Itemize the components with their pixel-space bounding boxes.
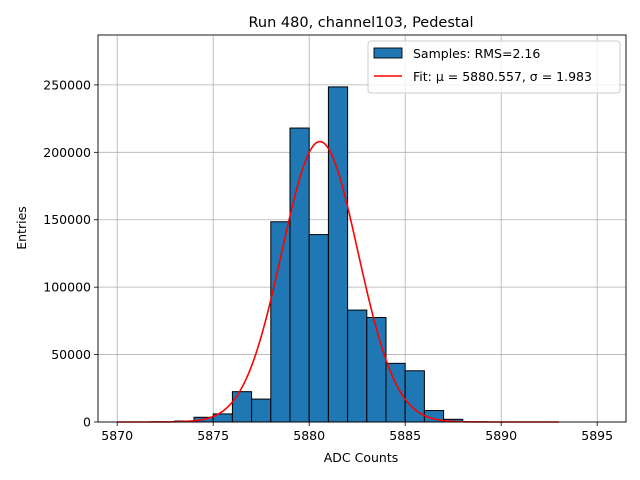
chart-title: Run 480, channel103, Pedestal: [248, 15, 473, 31]
x-tick-label: 5875: [197, 428, 229, 443]
histogram-bar: [251, 398, 272, 423]
histogram-bar: [289, 127, 310, 423]
x-axis-ticks: 5870 5875 5880 5885 5890 5895: [101, 422, 613, 443]
x-tick-label: 5885: [389, 428, 421, 443]
y-tick-label: 0: [83, 415, 91, 430]
histogram-bar: [347, 309, 368, 423]
y-tick-label: 100000: [43, 280, 91, 295]
histogram-bar: [327, 86, 349, 423]
plot-frame: [97, 34, 627, 423]
x-axis-label: ADC Counts: [324, 450, 399, 465]
histogram-bar: [366, 316, 387, 423]
histogram-bar: [231, 391, 253, 423]
x-tick-label: 5895: [581, 428, 613, 443]
legend-fit-label: Fit: μ = 5880.557, σ = 1.983: [413, 69, 592, 84]
histogram-bars: [174, 86, 464, 423]
histogram-bar: [308, 234, 329, 423]
y-tick-label: 150000: [43, 212, 91, 227]
x-tick-label: 5890: [485, 428, 517, 443]
y-axis-label: Entries: [14, 206, 29, 250]
x-tick-label: 5870: [101, 428, 133, 443]
y-tick-label: 50000: [51, 347, 91, 362]
legend-histogram-swatch: [373, 47, 403, 59]
legend: Samples: RMS=2.16 Fit: μ = 5880.557, σ =…: [367, 40, 621, 94]
histogram-bar: [385, 362, 406, 423]
histogram-bar: [270, 221, 291, 423]
y-tick-label: 250000: [43, 77, 91, 92]
x-tick-label: 5880: [293, 428, 325, 443]
legend-histogram-label: Samples: RMS=2.16: [413, 46, 540, 61]
legend-box: [367, 40, 621, 94]
y-axis-ticks: 0 50000 100000 150000 200000 250000: [43, 77, 98, 430]
y-tick-label: 200000: [43, 145, 91, 160]
